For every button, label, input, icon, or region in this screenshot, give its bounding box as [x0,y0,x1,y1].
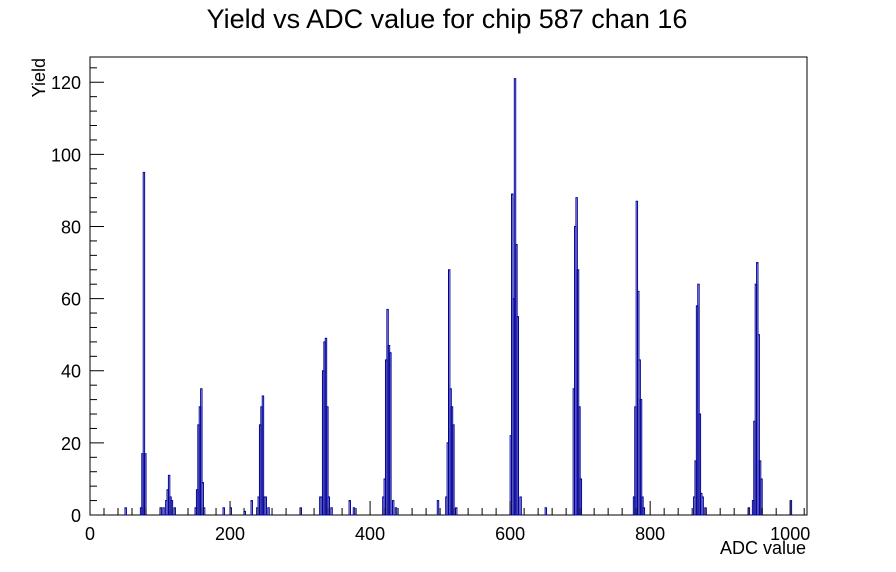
x-axis-ticks: 0 200 400 600 800 1000 [85,501,810,544]
histogram-bin [348,500,351,516]
histogram-bin [641,496,644,516]
histogram-bin [201,482,204,516]
histogram-bin [576,269,580,516]
histogram-bin [639,399,643,516]
y-tick-label: 40 [61,362,81,382]
histogram-bin [352,507,356,516]
histogram-bin [327,496,330,516]
histogram-bin [436,500,440,516]
histogram-bin [391,500,395,516]
histogram-bin [701,496,704,516]
y-axis-ticks: 0 20 40 60 80 100 120 [51,67,104,526]
y-tick-label: 120 [51,73,81,93]
histogram-bin [162,507,165,516]
x-tick-label: 400 [355,524,385,544]
histogram-bin [394,507,398,516]
histogram-bin [144,453,147,516]
x-tick-label: 600 [495,524,525,544]
histogram-bin [519,496,522,516]
histogram-bin [455,507,458,516]
histogram-bin [202,507,206,516]
histogram-bin [124,507,127,516]
y-tick-label: 0 [71,506,81,526]
x-tick-label: 1000 [770,524,810,544]
histogram-bin [261,395,265,516]
histogram-bin [697,283,700,516]
histogram-bin [200,388,203,516]
histogram-bin [264,496,267,516]
y-tick-label: 60 [61,290,81,310]
y-tick-label: 100 [51,145,81,165]
histogram-bin [167,474,171,516]
y-tick-label: 80 [61,217,81,237]
histogram-bin [330,507,333,516]
histogram-bin [642,507,646,516]
histogram-bin [698,413,702,516]
y-axis-label: Yield [29,58,49,97]
histogram-bin [760,478,763,516]
histogram-bin [579,478,583,516]
histogram-bin [326,406,329,516]
histogram-bin [250,500,253,516]
y-tick-label: 20 [61,434,81,454]
histogram-bin [222,507,225,516]
histogram-bars [124,78,793,516]
histogram-bin [757,334,760,516]
histogram-bin [578,406,581,516]
chart-title: Yield vs ADC value for chip 587 chan 16 [207,4,688,34]
x-tick-label: 800 [635,524,665,544]
x-axis-label: ADC value [720,538,806,558]
x-tick-label: 200 [215,524,245,544]
histogram-bin [170,500,174,516]
histogram-bin [516,316,520,516]
histogram-bin [267,507,270,516]
x-tick-label: 0 [85,524,95,544]
histogram-bin [544,507,548,516]
histogram-bin [389,352,392,516]
histogram-bin [142,171,146,516]
histogram-bin [452,424,455,516]
